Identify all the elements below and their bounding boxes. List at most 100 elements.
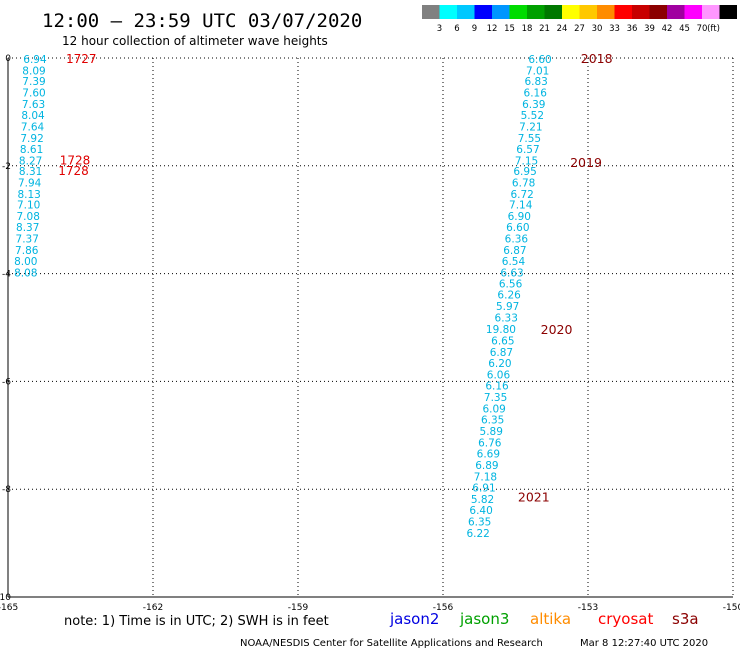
wave-height-value: 8.37 [16, 222, 39, 234]
wave-height-value: 19.80 [486, 324, 516, 336]
plot-grid [7, 57, 734, 598]
wave-height-value: 6.91 [472, 483, 495, 495]
y-tick-label: -8 [2, 485, 11, 495]
colorbar-tick-label: 15 [504, 24, 515, 34]
chart-subtitle: 12 hour collection of altimeter wave hei… [62, 34, 328, 48]
time-label: 2020 [541, 322, 573, 337]
colorbar-tick-label: 42 [662, 24, 673, 34]
colorbar-tick-label: 12 [487, 24, 498, 34]
colorbar-swatch [597, 5, 615, 19]
wave-height-value: 7.55 [518, 133, 541, 145]
wave-height-value: 6.72 [510, 189, 533, 201]
satellite-legend-cryosat: cryosat [598, 610, 653, 628]
wave-height-value: 6.89 [475, 460, 498, 472]
wave-height-value: 7.14 [509, 200, 533, 212]
time-label: 2019 [570, 155, 602, 170]
wave-height-value: 7.21 [519, 121, 542, 133]
wave-height-value: 5.52 [521, 110, 544, 122]
wave-height-value: 7.92 [20, 133, 43, 145]
wave-height-value: 6.06 [487, 369, 511, 381]
colorbar-swatch [579, 5, 597, 19]
x-tick-label: -156 [433, 603, 454, 613]
wave-height-value: 7.60 [22, 87, 45, 99]
colorbar-swatch [702, 5, 720, 19]
wave-height-value: 7.01 [526, 65, 549, 77]
colorbar-tick-label: 36 [627, 24, 638, 34]
colorbar-swatch [527, 5, 545, 19]
x-tick-label: -162 [143, 603, 163, 613]
colorbar-swatch [667, 5, 685, 19]
wave-height-value: 8.61 [20, 144, 43, 156]
time-label: 2018 [581, 51, 613, 66]
satellite-legend-s3a: s3a [672, 610, 699, 628]
wave-height-value: 6.35 [481, 415, 504, 427]
y-tick-label: -6 [2, 377, 11, 387]
wave-height-value: 6.16 [524, 87, 548, 99]
y-tick-label: 0 [5, 54, 11, 64]
wave-height-value: 8.09 [22, 65, 45, 77]
colorbar-swatch [439, 5, 457, 19]
colorbar-tick-label: 27 [574, 24, 585, 34]
colorbar-swatch [684, 5, 702, 19]
wave-height-value: 8.13 [17, 189, 40, 201]
wave-height-value: 7.39 [22, 76, 45, 88]
colorbar-tick-label: 24 [557, 24, 568, 34]
x-tick-label: -153 [578, 603, 598, 613]
x-tick-label: -150 [723, 603, 740, 613]
y-tick-label: -2 [2, 162, 11, 172]
colorbar-swatch [544, 5, 562, 19]
wave-height-value: 6.20 [488, 358, 511, 370]
colorbar-swatch [457, 5, 475, 19]
wave-height-value: 6.35 [468, 517, 491, 529]
wave-height-value: 6.40 [469, 505, 492, 517]
footer-credit: NOAA/NESDIS Center for Satellite Applica… [240, 638, 543, 649]
wave-height-value: 7.64 [21, 121, 45, 133]
wave-height-value: 5.89 [480, 426, 503, 438]
x-tick-label: -165 [0, 603, 18, 613]
wave-height-value: 7.37 [16, 234, 39, 246]
colorbar-swatch [509, 5, 527, 19]
colorbar-swatch [562, 5, 580, 19]
wave-height-value-high: 1728 [60, 153, 91, 167]
wave-height-value: 6.76 [478, 437, 502, 449]
wave-height-value: 6.65 [491, 335, 514, 347]
wave-height-value: 7.94 [18, 178, 42, 190]
wave-height-value: 8.04 [21, 110, 45, 122]
colorbar-tick-label: 39 [644, 24, 655, 34]
colorbar-tick-label: 30 [592, 24, 603, 34]
wave-height-value: 6.36 [505, 234, 529, 246]
wave-height-value: 6.26 [497, 290, 521, 302]
colorbar-tick-label: 18 [522, 24, 533, 34]
wave-height-value: 6.33 [495, 312, 518, 324]
wave-height-value: 6.63 [500, 268, 523, 280]
wave-height-value: 6.22 [466, 528, 489, 540]
wave-height-value: 6.16 [485, 381, 509, 393]
wave-height-value: 6.87 [490, 347, 513, 359]
y-tick-label: -4 [2, 270, 11, 280]
y-tick-label: -10 [0, 593, 11, 603]
wave-height-value-high: 1728 [58, 164, 89, 178]
wave-height-value: 6.60 [528, 54, 551, 66]
wave-height-value: 6.54 [502, 256, 526, 268]
satellite-legend-jason3: jason3 [459, 610, 509, 628]
wave-height-value: 6.39 [522, 99, 545, 111]
colorbar-tick-label: (ft) [707, 24, 720, 34]
wave-height-value: 5.97 [496, 301, 519, 313]
footer-timestamp: Mar 8 12:27:40 UTC 2020 [580, 638, 708, 649]
wave-height-value: 6.78 [512, 178, 535, 190]
wave-height-value: 8.08 [14, 268, 37, 280]
colorbar-swatch [422, 5, 440, 19]
legend-note: note: 1) Time is in UTC; 2) SWH is in fe… [64, 614, 329, 629]
wave-height-value: 6.69 [477, 449, 500, 461]
wave-height-value: 8.27 [19, 155, 42, 167]
wave-height-value: 6.87 [503, 245, 526, 257]
colorbar-legend: 3 6 9 12 15 18 21 24 27 30 33 36 39 42 45 70 (ft) [422, 5, 737, 34]
x-tick-label: -159 [288, 603, 309, 613]
colorbar-tick-label: 9 [472, 24, 477, 34]
colorbar-swatch [719, 5, 737, 19]
colorbar-swatch [614, 5, 632, 19]
wave-height-value: 7.35 [484, 392, 507, 404]
colorbar-swatch [492, 5, 510, 19]
wave-height-value: 7.63 [22, 99, 45, 111]
